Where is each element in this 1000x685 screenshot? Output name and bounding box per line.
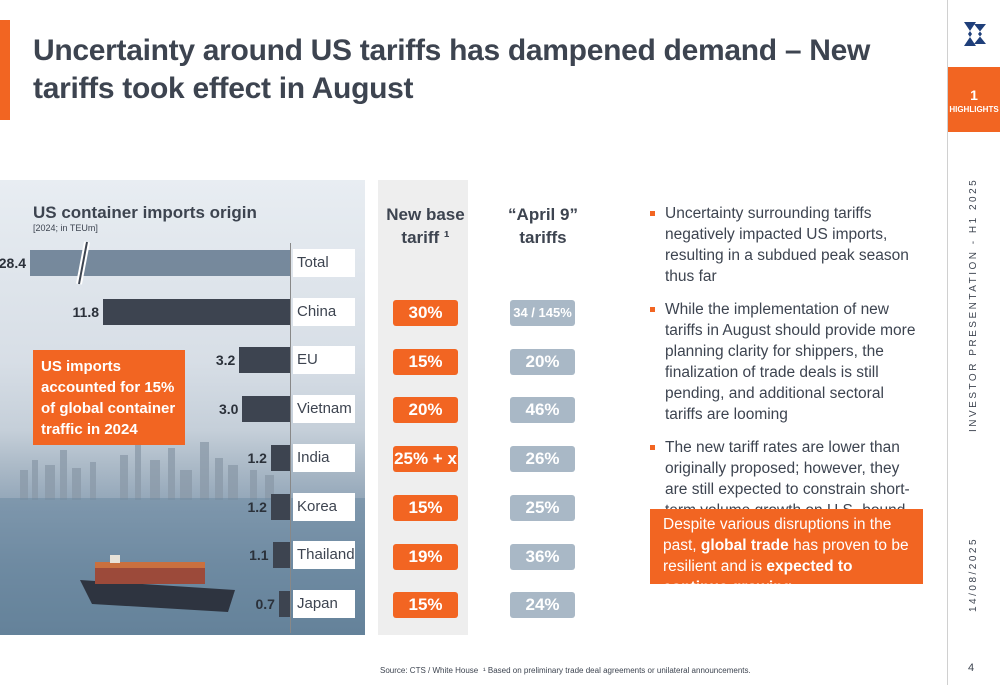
bar-value-label: 1.1 <box>249 547 269 564</box>
title-accent-bar <box>0 20 10 120</box>
bullet-item: Uncertainty surrounding tariffs negative… <box>650 203 925 287</box>
company-logo-icon <box>964 22 986 46</box>
new-base-tariff-korea: 15% <box>393 494 458 521</box>
bar-value-label: 1.2 <box>247 498 267 515</box>
bullet-text: While the implementation of new tariffs … <box>665 301 916 423</box>
april9-tariff-vietnam: 46% <box>510 397 575 424</box>
bullet-marker-icon <box>650 445 655 450</box>
chart-title: US container imports origin <box>33 203 257 222</box>
new-base-tariff-thailand: 19% <box>393 543 458 570</box>
axis-break-icon <box>76 241 90 285</box>
category-label-vietnam: Vietnam <box>293 395 355 424</box>
april9-tariff-header: “April 9” tariffs <box>508 205 578 247</box>
new-base-tariff-china: 30% <box>393 300 458 326</box>
category-label-japan: Japan <box>293 589 355 618</box>
april9-tariff-japan: 24% <box>510 592 575 619</box>
bar-india <box>270 444 290 471</box>
april9-tariff-china: 34 / 145% <box>510 300 575 326</box>
category-label-india: India <box>293 443 355 472</box>
bar-value-label: 28.4 <box>0 255 26 271</box>
takeaway-bold-text: global trade <box>700 537 789 554</box>
bar-value-label: 3.0 <box>218 401 239 418</box>
container-ship <box>80 555 235 612</box>
bar-china <box>103 298 290 325</box>
bar-value-label: 3.2 <box>215 352 236 369</box>
category-label-eu: EU <box>293 346 355 375</box>
bar-korea <box>270 493 290 520</box>
bar-total <box>30 250 290 276</box>
bar-vietnam <box>242 396 290 423</box>
new-base-tariff-vietnam: 20% <box>393 397 458 424</box>
new-base-tariff-eu: 15% <box>393 348 458 375</box>
takeaway-text: has proven to be resilient and is <box>663 537 909 575</box>
presentation-date: 14/08/2025 <box>968 536 979 612</box>
new-base-tariff-india: 25% + x <box>393 446 458 473</box>
page-number: 4 <box>968 662 975 674</box>
chart-axis-line <box>290 243 291 633</box>
takeaway-text: Despite various disruptions in the past, <box>663 516 892 554</box>
chart-subtitle: [2024; in TEUm] <box>33 223 98 233</box>
bar-value-label: 0.7 <box>255 595 275 612</box>
category-label-thailand: Thailand <box>293 541 355 570</box>
tariff-footnote: ¹ Based on preliminary trade deal agreem… <box>483 666 751 675</box>
presentation-label: INVESTOR PRESENTATION - H1 2025 <box>968 177 979 432</box>
category-label-korea: Korea <box>293 492 355 521</box>
bullet-item: While the implementation of new tariffs … <box>650 299 925 425</box>
section-label: HIGHLIGHTS <box>949 105 999 114</box>
new-base-tariff-japan: 15% <box>393 592 458 619</box>
bar-thailand <box>272 542 290 569</box>
bar-eu <box>239 347 290 374</box>
bar-japan <box>278 590 290 617</box>
bar-value-label: 1.2 <box>247 449 267 466</box>
bar-value-label: 11.8 <box>72 303 99 320</box>
april9-tariff-korea: 25% <box>510 494 575 521</box>
bullet-text: Uncertainty surrounding tariffs negative… <box>665 205 909 285</box>
section-tab-highlights[interactable]: 1 HIGHLIGHTS <box>948 67 1000 132</box>
april9-tariff-thailand: 36% <box>510 543 575 570</box>
new-base-tariff-header: New base tariff ¹ <box>386 205 465 247</box>
category-label-total: Total <box>293 249 355 277</box>
april9-tariff-eu: 20% <box>510 348 575 375</box>
bullet-marker-icon <box>650 211 655 216</box>
takeaway-bold-text: expected to continue growing <box>663 558 853 596</box>
imports-share-callout: US imports accounted for 15% of global c… <box>33 350 185 445</box>
april9-tariff-india: 26% <box>510 446 575 473</box>
category-label-china: China <box>293 297 355 326</box>
section-number: 1 <box>970 87 978 103</box>
bullet-marker-icon <box>650 307 655 312</box>
key-takeaway-box: Despite various disruptions in the past,… <box>650 509 923 596</box>
commentary-bullets: Uncertainty surrounding tariffs negative… <box>650 203 925 554</box>
page-title: Uncertainty around US tariffs has dampen… <box>33 34 871 105</box>
source-footnote: Source: CTS / White House <box>380 666 479 675</box>
